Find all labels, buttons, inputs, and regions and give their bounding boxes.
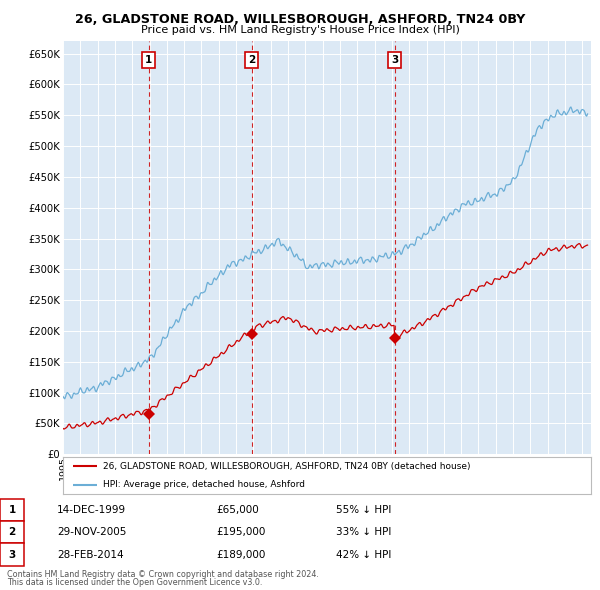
Text: 14-DEC-1999: 14-DEC-1999 <box>57 505 126 514</box>
Text: 3: 3 <box>391 55 398 65</box>
Text: HPI: Average price, detached house, Ashford: HPI: Average price, detached house, Ashf… <box>103 480 305 489</box>
Text: 33% ↓ HPI: 33% ↓ HPI <box>336 527 391 537</box>
Text: Contains HM Land Registry data © Crown copyright and database right 2024.: Contains HM Land Registry data © Crown c… <box>7 571 319 579</box>
Text: 26, GLADSTONE ROAD, WILLESBOROUGH, ASHFORD, TN24 0BY (detached house): 26, GLADSTONE ROAD, WILLESBOROUGH, ASHFO… <box>103 462 470 471</box>
Text: 55% ↓ HPI: 55% ↓ HPI <box>336 505 391 514</box>
Text: Price paid vs. HM Land Registry's House Price Index (HPI): Price paid vs. HM Land Registry's House … <box>140 25 460 35</box>
Text: 2: 2 <box>248 55 256 65</box>
Text: This data is licensed under the Open Government Licence v3.0.: This data is licensed under the Open Gov… <box>7 578 263 587</box>
Text: 26, GLADSTONE ROAD, WILLESBOROUGH, ASHFORD, TN24 0BY: 26, GLADSTONE ROAD, WILLESBOROUGH, ASHFO… <box>75 13 525 26</box>
Text: £195,000: £195,000 <box>216 527 265 537</box>
Text: 29-NOV-2005: 29-NOV-2005 <box>57 527 127 537</box>
Text: 3: 3 <box>8 550 16 559</box>
Text: 1: 1 <box>145 55 152 65</box>
Text: £65,000: £65,000 <box>216 505 259 514</box>
Text: 2: 2 <box>8 527 16 537</box>
Text: 28-FEB-2014: 28-FEB-2014 <box>57 550 124 559</box>
Text: 42% ↓ HPI: 42% ↓ HPI <box>336 550 391 559</box>
Text: £189,000: £189,000 <box>216 550 265 559</box>
Text: 1: 1 <box>8 505 16 514</box>
